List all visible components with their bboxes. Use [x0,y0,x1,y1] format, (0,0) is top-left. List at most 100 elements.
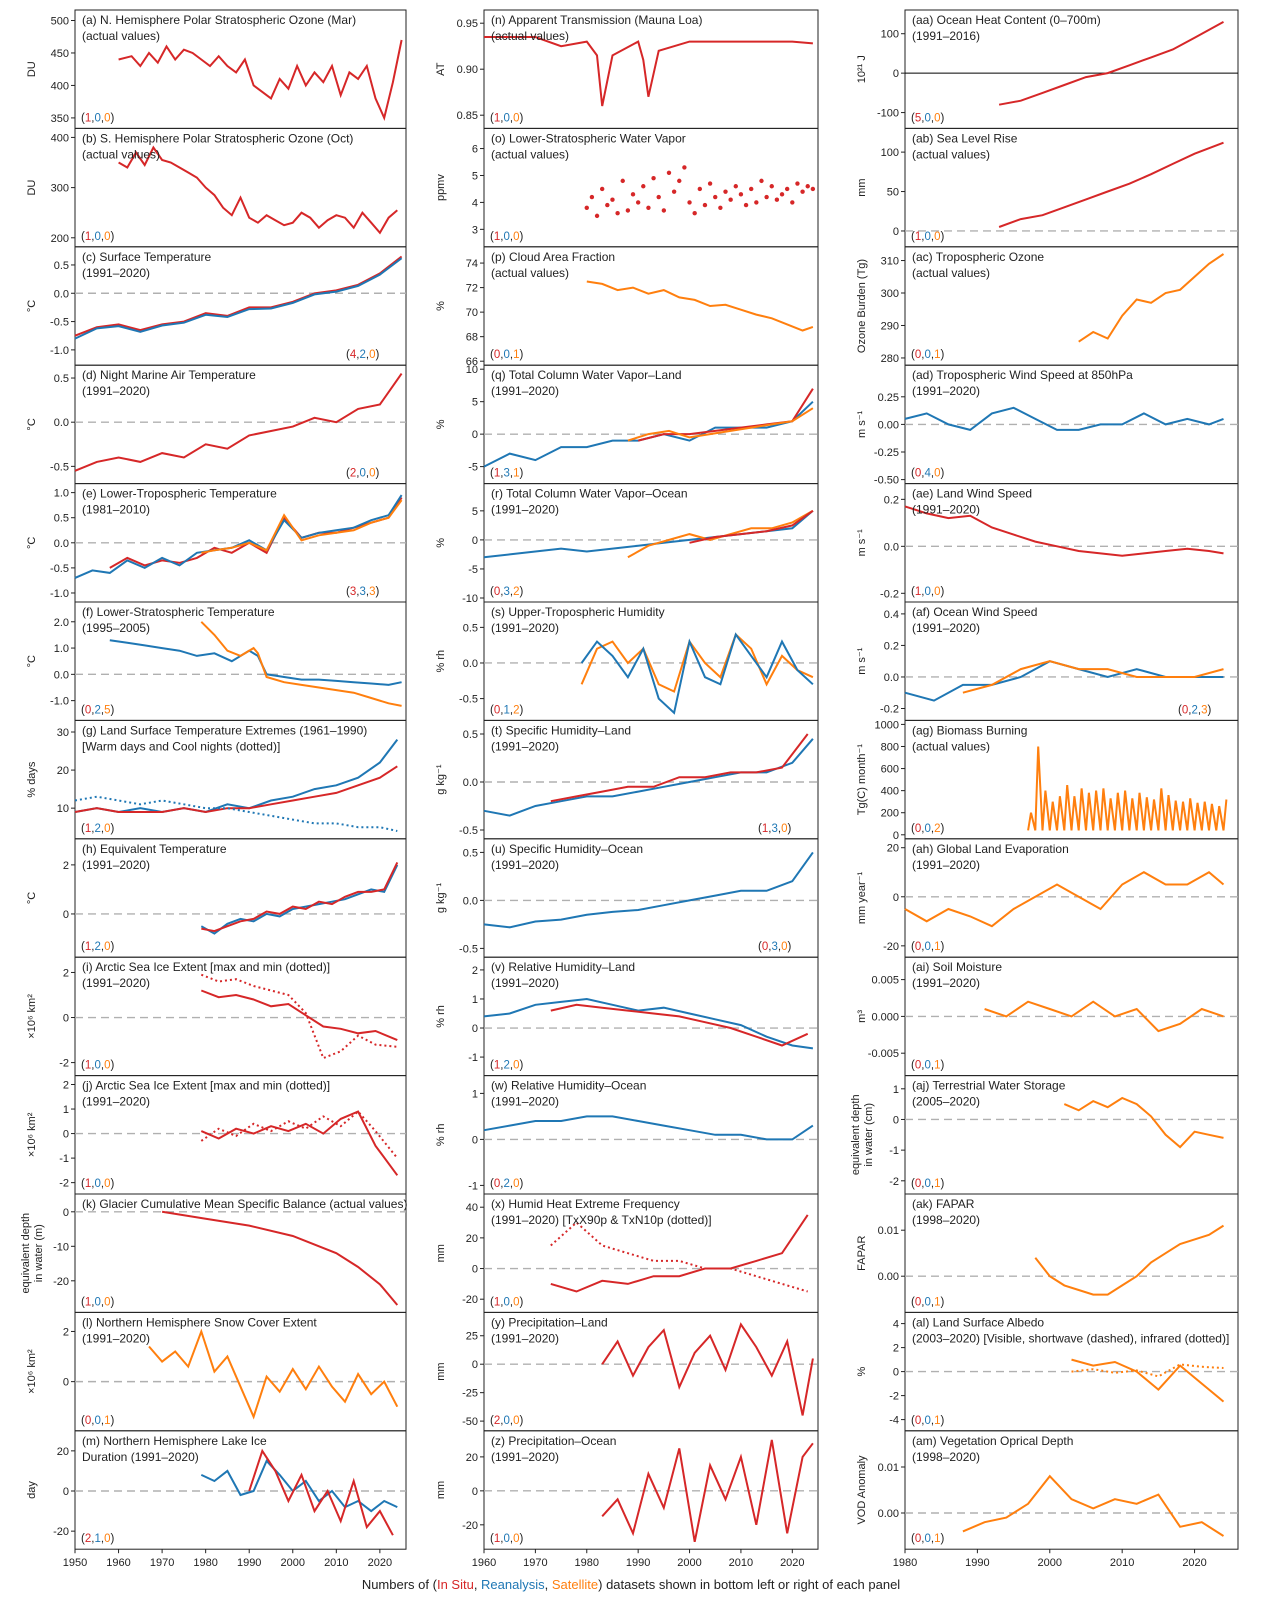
dataset-count-part: 0 [915,1296,921,1308]
dataset-count-part: 0 [934,112,940,124]
panel-n: 0.85 0.90 0.95 AT (n) Apparent Transmission … [435,9,819,129]
dataset-count-part: ) [519,231,523,243]
dataset-count-part: 0 [915,468,921,480]
dataset-count-part: , [510,1415,513,1427]
y-tick-label: 0 [472,1134,478,1146]
panel-title: (o) Lower-Stratospheric Water Vapor [491,131,686,145]
y-tick-label: -20 [462,1294,478,1306]
dataset-count-part: 1 [494,1296,500,1308]
panel-title: (ab) Sea Level Rise [912,131,1018,145]
panel-frame [74,838,407,958]
panel-subtitle: (1991–2020) [491,858,559,872]
y-tick-label: 0.2 [884,494,899,506]
x-tick-label: 1950 [63,1557,87,1569]
data-point [754,200,759,205]
series-line [904,406,1224,431]
dataset-count-part: 1 [934,1415,940,1427]
dataset-count-part: 3 [359,586,365,598]
dataset-counts: (3,3,3) [346,586,379,598]
data-point [610,197,615,202]
dataset-counts: (1,0,0) [490,231,523,243]
footer-reanalysis: Reanalysis [481,1577,545,1592]
dataset-count-part: ( [81,1533,85,1545]
y-tick-label: 0.0 [463,777,478,789]
dataset-count-part: 0 [94,1415,100,1427]
footer-suffix: ) datasets shown in bottom left or right… [598,1577,901,1592]
data-point [759,178,764,184]
y-tick-label: 0.5 [463,729,478,741]
panel-subtitle: (actual values) [912,147,990,161]
dataset-count-part: 0 [503,1296,509,1308]
dataset-count-part: ( [81,112,85,124]
dataset-count-part: ) [519,1296,523,1308]
panel-z: -20 0 20 mm (z) Precipitation–Ocean (1991–202… [435,1430,819,1550]
data-point [769,184,774,189]
y-tick-label: 400 [881,786,899,798]
y-axis-label: m³ [856,1010,868,1023]
panel-subtitle: (1991–2020) [912,976,980,990]
dataset-count-part: ) [940,1533,944,1545]
series-line [984,1000,1224,1033]
panel-title: (ae) Land Wind Speed [912,487,1032,501]
series-line [200,1110,399,1176]
dataset-count-part: 3 [503,468,509,480]
footer-sep1: , [473,1577,482,1592]
dataset-count-part: 2 [513,704,519,716]
y-tick-label: 0.0 [54,669,69,681]
dataset-counts: (1,2,0) [490,1060,523,1072]
y-tick-label: 2 [893,1343,899,1355]
dataset-count-part: , [356,586,359,598]
series-line [483,510,814,559]
panel-ai: -0.005 0.000 0.005 m³ (ai) Soil Moisture (199… [856,956,1239,1077]
series-line [483,997,814,1050]
y-tick-label: 0.25 [878,392,899,404]
y-tick-label: 0.5 [54,513,69,525]
y-tick-label: 0 [472,429,478,441]
dataset-count-part: ) [519,349,523,361]
y-tick-label: -10 [462,593,478,605]
panel-title: (c) Surface Temperature [82,250,211,264]
y-tick-label: 0.00 [878,1508,899,1520]
panel-title: (y) Precipitation–Land [491,1315,608,1329]
dataset-count-part: 1 [934,941,940,953]
dataset-count-part: , [101,823,104,835]
dataset-count-part: , [921,823,924,835]
dataset-count-part: 0 [934,231,940,243]
panel-frame [483,483,819,603]
y-tick-label: -0.5 [459,943,478,955]
panel-y: -50 -25 0 25 mm (y) Precipitation–Land (1991–2… [435,1311,819,1432]
dataset-counts: (1,0,0) [81,1178,114,1190]
panel-u: -0.5 0.0 0.5 g kg⁻¹ (u) Specific Humidity–Oc… [435,838,819,958]
y-tick-label: -0.2 [880,588,899,600]
dataset-count-part: 0 [915,823,921,835]
y-axis-label: ×10⁶ km² [26,994,38,1039]
dataset-count-part: , [778,823,781,835]
dataset-count-part: 0 [781,941,787,953]
y-tick-label: 200 [51,233,69,245]
dataset-count-part: ( [81,704,85,716]
panel-subtitle: (actual values) [912,739,990,753]
dataset-count-part: , [921,112,924,124]
data-point [692,210,697,216]
y-tick-label: 200 [881,808,899,820]
y-axis-label: DU [26,180,38,196]
dataset-count-part: , [931,231,934,243]
series-line [904,505,1224,557]
panel-p: 66 68 70 72 74% (p) Cloud Area Fraction (actua… [435,246,819,368]
data-point [713,194,718,200]
dataset-count-part: ) [519,468,523,480]
data-point [810,186,816,192]
dataset-count-part: 3 [350,586,356,598]
dataset-counts: (1,0,0) [81,1296,114,1308]
dataset-count-part: , [91,112,94,124]
figure-footer: Numbers of (In Situ, Reanalysis, Satelli… [0,1577,1262,1592]
data-point [584,205,589,210]
y-axis-label: 10²¹ J [856,55,868,83]
dataset-count-part: 0 [104,1060,110,1072]
data-point [795,181,800,186]
dataset-count-part: , [921,231,924,243]
data-point [677,178,682,184]
